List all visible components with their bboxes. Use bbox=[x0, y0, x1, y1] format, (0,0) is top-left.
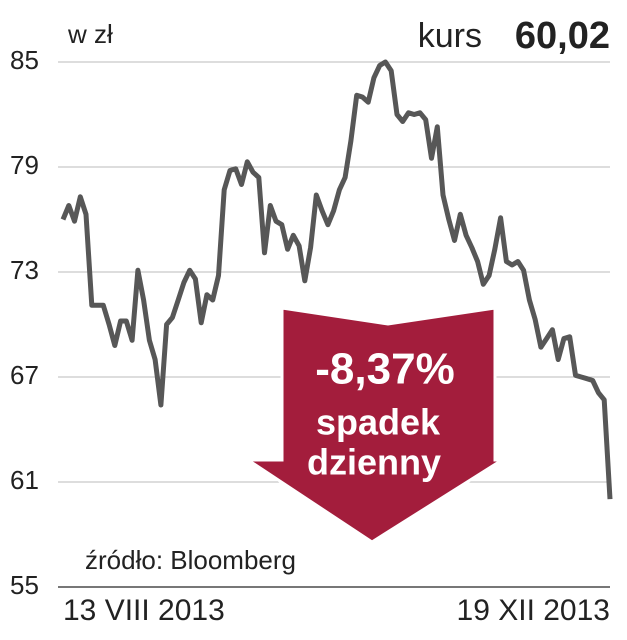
y-tick-label: 79 bbox=[10, 150, 39, 180]
price-caption: kurs bbox=[418, 17, 482, 55]
x-tick-label: 19 XII 2013 bbox=[457, 594, 610, 627]
drop-arrow bbox=[243, 306, 508, 544]
drop-caption: dzienny bbox=[307, 442, 441, 483]
x-tick-label: 13 VIII 2013 bbox=[63, 594, 225, 627]
source: źródło: Bloomberg bbox=[85, 545, 296, 575]
y-tick-label: 85 bbox=[10, 45, 39, 75]
y-tick-label: 67 bbox=[10, 360, 39, 390]
price-value: 60,02 bbox=[515, 15, 610, 57]
y-tick-label: 55 bbox=[10, 570, 39, 600]
drop-caption: spadek bbox=[316, 402, 441, 443]
unit-label: w zł bbox=[67, 19, 113, 49]
drop-percent: -8,37% bbox=[315, 345, 454, 394]
y-tick-label: 61 bbox=[10, 465, 39, 495]
y-tick-label: 73 bbox=[10, 255, 39, 285]
price-line bbox=[60, 59, 613, 500]
